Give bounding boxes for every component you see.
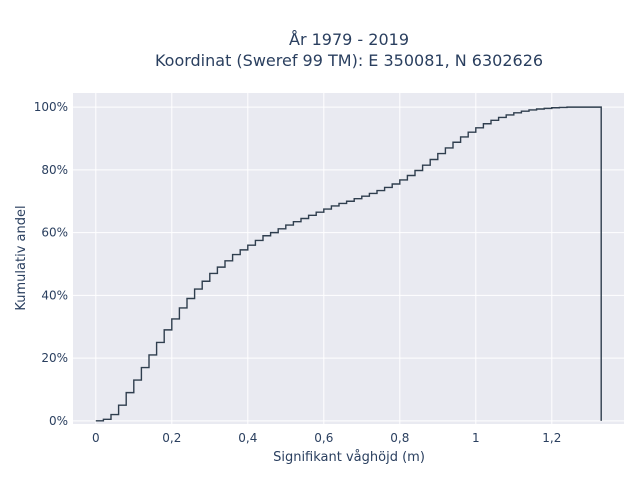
chart-subtitle: Koordinat (Sweref 99 TM): E 350081, N 63… [155, 51, 543, 70]
y-tick-label: 100% [34, 100, 68, 114]
cdf-series-line [95, 106, 602, 422]
x-axis-label: Signifikant våghöjd (m) [273, 450, 425, 465]
y-tick-label: 20% [41, 351, 68, 365]
y-axis-ticks: 0% 20% 40% 60% 80% 100% [34, 100, 68, 428]
x-tick-label: 0,4 [238, 431, 257, 445]
x-tick-label: 0,2 [162, 431, 181, 445]
y-tick-label: 0% [49, 414, 68, 428]
y-axis-label: Kumulativ andel [14, 205, 29, 310]
x-tick-label: 0,6 [314, 431, 333, 445]
x-axis-ticks: 0 0,2 0,4 0,6 0,8 1 1,2 [92, 431, 561, 445]
chart-title: År 1979 - 2019 [289, 30, 409, 49]
x-tick-label: 0 [92, 431, 100, 445]
x-tick-label: 0,8 [390, 431, 409, 445]
y-tick-label: 80% [41, 163, 68, 177]
series-layer [95, 106, 602, 422]
y-tick-label: 60% [41, 226, 68, 240]
y-tick-label: 40% [41, 288, 68, 302]
x-tick-label: 1,2 [542, 431, 561, 445]
x-tick-label: 1 [472, 431, 480, 445]
grid [73, 93, 624, 424]
plot-area [73, 93, 624, 424]
